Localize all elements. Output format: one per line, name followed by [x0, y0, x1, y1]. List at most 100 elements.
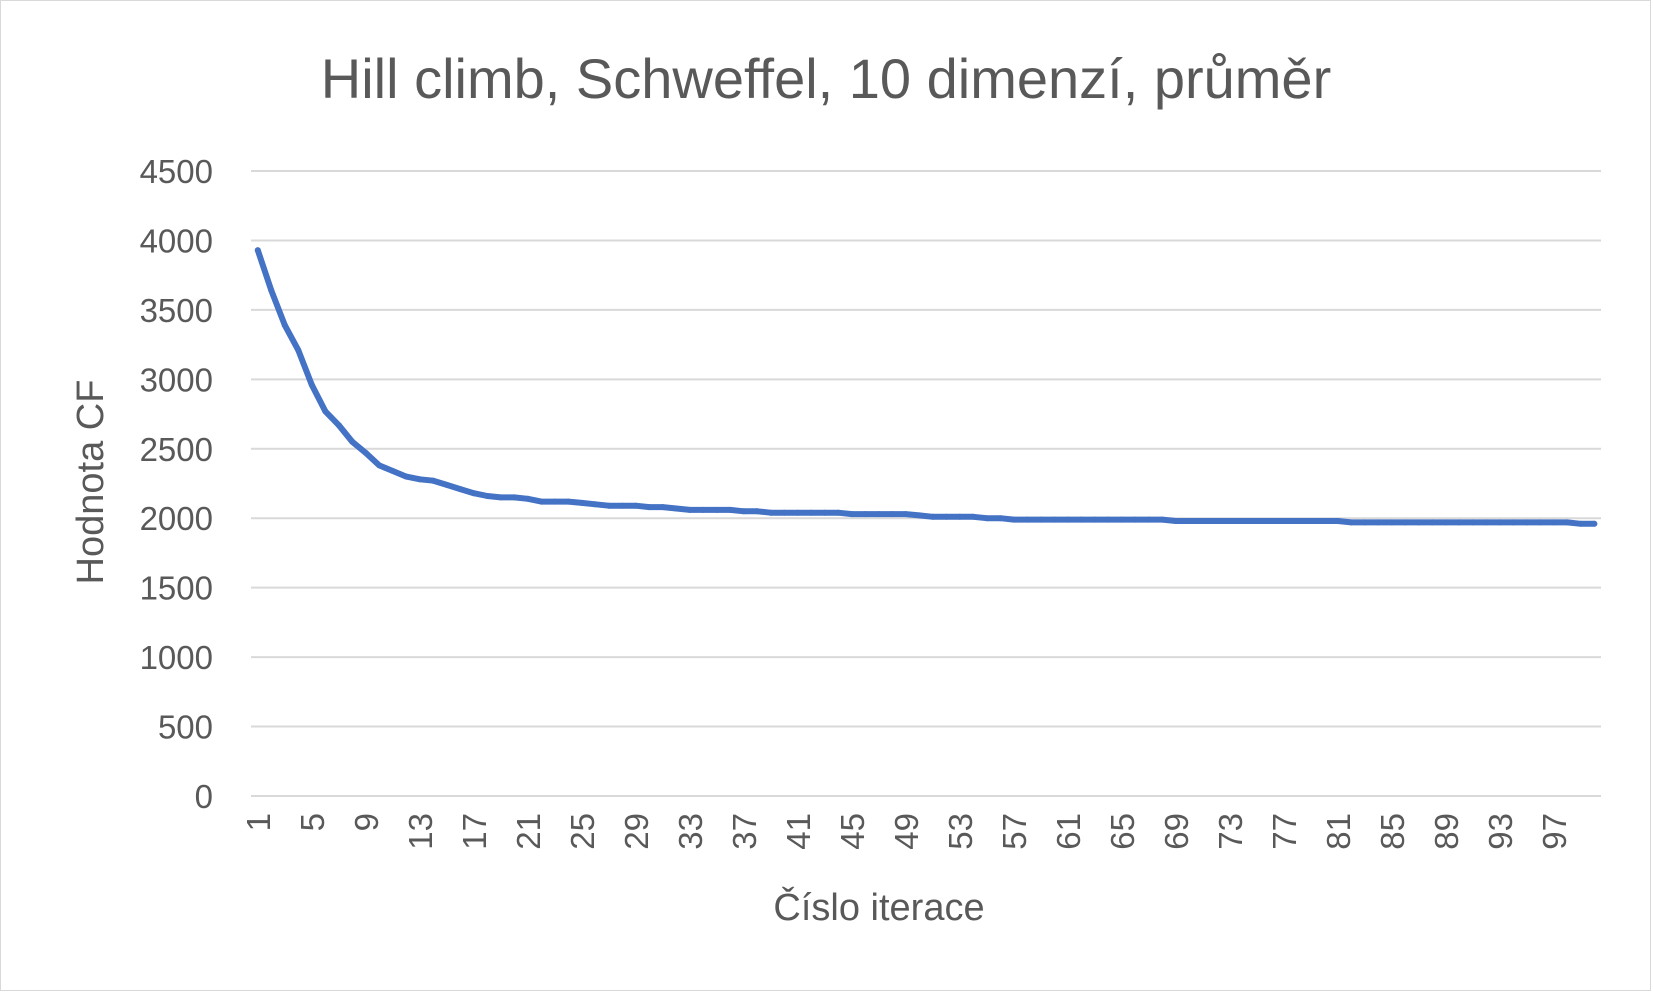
data-point [1186, 518, 1193, 524]
data-point [1118, 516, 1125, 523]
gridlines [251, 170, 1601, 797]
data-point [929, 513, 936, 520]
y-tick-labels: 0 500 1000 1500 2000 2500 3000 3500 4000 4500 [140, 153, 213, 815]
data-point [268, 287, 275, 294]
data-point [659, 504, 666, 511]
data-point [1294, 518, 1301, 524]
data-point [1388, 519, 1395, 526]
y-tick-label: 3000 [140, 361, 213, 398]
data-point [605, 502, 612, 509]
data-point [470, 490, 477, 497]
y-tick-label: 4500 [140, 153, 213, 190]
data-point [781, 509, 788, 516]
data-point [430, 477, 437, 484]
x-tick-label: 37 [726, 813, 763, 850]
data-point [592, 501, 599, 508]
data-point [983, 515, 990, 522]
data-point [794, 509, 801, 516]
x-tick-label: 53 [942, 813, 979, 850]
data-point [1051, 516, 1058, 523]
x-tick-label: 45 [834, 813, 871, 850]
data-point [1415, 519, 1422, 526]
data-point [1253, 518, 1260, 524]
data-point [403, 473, 410, 480]
data-point [524, 495, 531, 502]
x-tick-label: 17 [456, 813, 493, 850]
data-point [362, 449, 369, 456]
x-tick-label: 25 [564, 813, 601, 850]
series-layer [254, 247, 1598, 527]
data-point [1361, 519, 1368, 526]
data-point [902, 511, 909, 518]
data-point [713, 506, 720, 513]
data-point [619, 502, 626, 509]
data-point [848, 511, 855, 518]
data-point [1226, 518, 1233, 524]
data-point [335, 422, 342, 429]
data-point [1523, 519, 1530, 526]
data-point [1078, 516, 1085, 523]
y-tick-label: 2500 [140, 431, 213, 468]
data-point [308, 381, 315, 388]
y-tick-label: 2000 [140, 500, 213, 537]
data-point [1334, 518, 1341, 524]
data-point [1456, 519, 1463, 526]
data-point [943, 513, 950, 520]
data-point [740, 508, 747, 515]
y-axis-title: Hodnota CF [70, 380, 112, 585]
data-point [349, 438, 356, 445]
data-point [1199, 518, 1206, 524]
data-point [1240, 518, 1247, 524]
chart-title: Hill climb, Schweffel, 10 dimenzí, průmě… [321, 47, 1331, 110]
data-point [1267, 518, 1274, 524]
data-point [686, 506, 693, 513]
data-point [565, 498, 572, 505]
data-point [1537, 519, 1544, 526]
data-point [1159, 516, 1166, 523]
data-point [1429, 519, 1436, 526]
series-line-0 [254, 247, 1598, 527]
y-tick-label: 0 [195, 778, 213, 815]
x-tick-label: 57 [996, 813, 1033, 850]
data-point [1213, 518, 1220, 524]
data-point [1510, 519, 1517, 526]
data-point [484, 493, 491, 499]
y-tick-label: 1000 [140, 639, 213, 676]
data-point [1375, 519, 1382, 526]
x-tick-label: 81 [1320, 813, 1357, 850]
data-point [578, 499, 585, 506]
data-point [1037, 516, 1044, 523]
data-point [970, 513, 977, 520]
y-tick-label: 1500 [140, 570, 213, 607]
data-point [1172, 518, 1179, 524]
data-point [862, 511, 869, 518]
data-point [443, 481, 450, 488]
data-point [457, 486, 464, 493]
data-point [1402, 519, 1409, 526]
x-tick-label: 41 [780, 813, 817, 850]
data-point [1442, 519, 1449, 526]
data-point [1469, 519, 1476, 526]
data-point [281, 322, 288, 329]
data-point [1348, 519, 1355, 526]
x-tick-label: 85 [1374, 813, 1411, 850]
data-point [416, 476, 423, 483]
data-point [1496, 519, 1503, 526]
data-point [632, 502, 639, 509]
data-point [1564, 519, 1571, 526]
data-point [821, 509, 828, 516]
data-point [497, 494, 504, 501]
data-point [956, 513, 963, 520]
data-point [875, 511, 882, 518]
data-point [1024, 516, 1031, 523]
data-point [646, 504, 653, 511]
data-point [767, 509, 774, 516]
data-point [1280, 518, 1287, 524]
data-point [1145, 516, 1152, 523]
data-point [1321, 518, 1328, 524]
data-point [835, 509, 842, 516]
y-tick-label: 3500 [140, 292, 213, 329]
data-point [1591, 520, 1598, 527]
data-point [997, 515, 1004, 522]
